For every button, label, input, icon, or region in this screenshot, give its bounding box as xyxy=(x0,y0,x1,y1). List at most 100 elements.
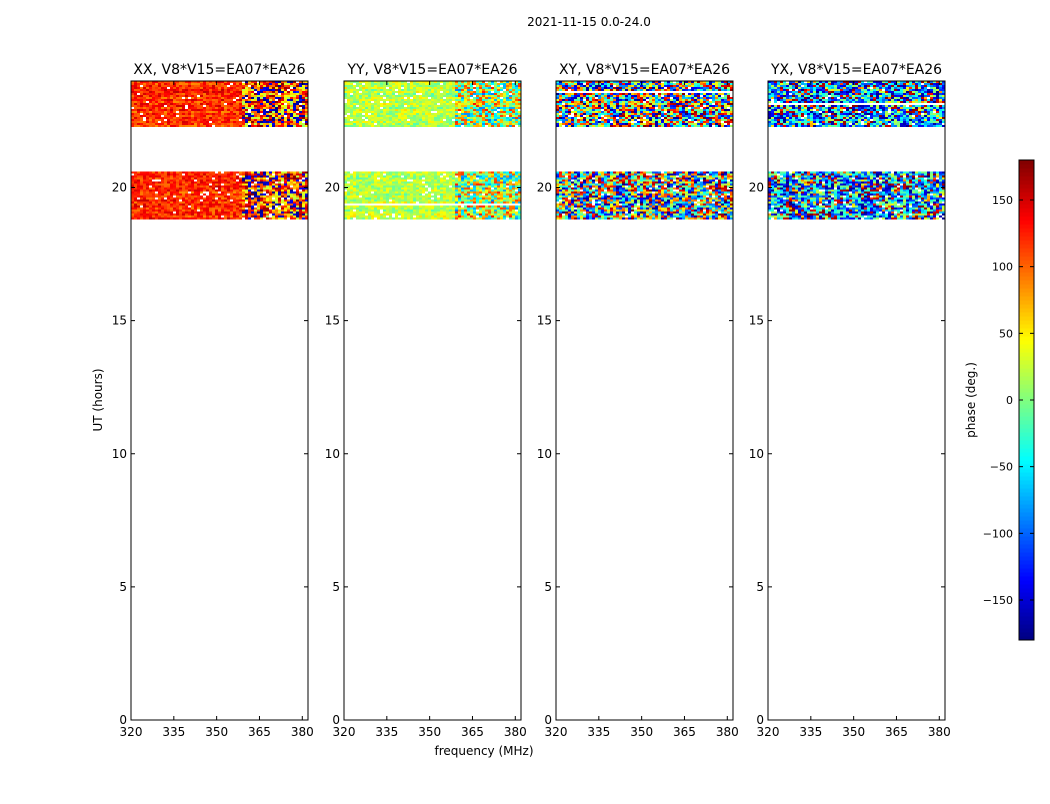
heatmap-cell xyxy=(143,91,146,93)
heatmap-cell xyxy=(362,107,365,109)
heatmap-cell xyxy=(134,125,137,127)
heatmap-cell xyxy=(242,87,245,89)
heatmap-cell xyxy=(242,178,245,180)
heatmap-cell xyxy=(512,218,515,220)
heatmap-cell xyxy=(404,200,407,202)
heatmap-cell xyxy=(218,109,221,111)
heatmap-cell xyxy=(197,87,200,89)
heatmap-cell xyxy=(290,202,293,204)
heatmap-cell xyxy=(182,204,185,206)
heatmap-cell xyxy=(227,123,230,125)
heatmap-cell xyxy=(431,186,434,188)
heatmap-cell xyxy=(188,212,191,214)
heatmap-cell xyxy=(452,180,455,182)
heatmap-cell xyxy=(401,89,404,91)
heatmap-cell xyxy=(293,123,296,125)
heatmap-cell xyxy=(392,174,395,176)
heatmap-cell xyxy=(146,95,149,97)
heatmap-cell xyxy=(398,182,401,184)
heatmap-cell xyxy=(137,121,140,123)
heatmap-cell xyxy=(419,198,422,200)
heatmap-cell xyxy=(242,172,245,174)
heatmap-cell xyxy=(179,218,182,220)
heatmap-cell xyxy=(200,182,203,184)
heatmap-cell xyxy=(206,200,209,202)
heatmap-cell xyxy=(392,93,395,95)
heatmap-cell xyxy=(206,117,209,119)
heatmap-cell xyxy=(347,192,350,194)
heatmap-cell xyxy=(209,194,212,196)
heatmap-cell xyxy=(290,182,293,184)
heatmap-cell xyxy=(494,190,497,192)
heatmap-cell xyxy=(476,198,479,200)
heatmap-cell xyxy=(428,210,431,212)
heatmap-cell xyxy=(215,125,218,127)
heatmap-cell xyxy=(482,103,485,105)
heatmap-cell xyxy=(200,93,203,95)
heatmap-cell xyxy=(290,190,293,192)
heatmap-cell xyxy=(185,97,188,99)
heatmap-cell xyxy=(422,172,425,174)
heatmap-cell xyxy=(431,202,434,204)
heatmap-cell xyxy=(473,198,476,200)
heatmap-cell xyxy=(485,214,488,216)
heatmap-cell xyxy=(230,101,233,103)
heatmap-cell xyxy=(452,196,455,198)
heatmap-cell xyxy=(434,184,437,186)
heatmap-cell xyxy=(368,210,371,212)
heatmap-cell xyxy=(293,176,296,178)
heatmap-cell xyxy=(446,105,449,107)
heatmap-cell xyxy=(182,119,185,121)
heatmap-cell xyxy=(479,186,482,188)
heatmap-cell xyxy=(374,182,377,184)
heatmap-cell xyxy=(482,99,485,101)
heatmap-cell xyxy=(392,172,395,174)
heatmap-cell xyxy=(359,208,362,210)
heatmap-cell xyxy=(164,216,167,218)
heatmap-cell xyxy=(491,210,494,212)
heatmap-cell xyxy=(164,83,167,85)
heatmap-cell xyxy=(158,186,161,188)
heatmap-cell xyxy=(458,95,461,97)
heatmap-cell xyxy=(137,101,140,103)
heatmap-cell xyxy=(218,83,221,85)
heatmap-cell xyxy=(506,184,509,186)
heatmap-cell xyxy=(161,89,164,91)
heatmap-cell xyxy=(413,83,416,85)
heatmap-cell xyxy=(242,101,245,103)
heatmap-cell xyxy=(347,180,350,182)
heatmap-cell xyxy=(266,85,269,87)
heatmap-cell xyxy=(455,89,458,91)
heatmap-cell xyxy=(293,99,296,101)
heatmap-cell xyxy=(380,99,383,101)
heatmap-cell xyxy=(281,214,284,216)
heatmap-cell xyxy=(371,188,374,190)
heatmap-cell xyxy=(422,113,425,115)
heatmap-cell xyxy=(437,210,440,212)
heatmap-cell xyxy=(374,212,377,214)
heatmap-cell xyxy=(284,174,287,176)
heatmap-cell xyxy=(167,121,170,123)
heatmap-cell xyxy=(209,111,212,113)
heatmap-cell xyxy=(155,210,158,212)
heatmap-cell xyxy=(494,212,497,214)
heatmap-cell xyxy=(509,210,512,212)
heatmap-cell xyxy=(404,83,407,85)
heatmap-cell xyxy=(245,190,248,192)
heatmap-cell xyxy=(461,178,464,180)
heatmap-cell xyxy=(215,182,218,184)
heatmap-cell xyxy=(353,174,356,176)
heatmap-cell xyxy=(302,123,305,125)
heatmap-cell xyxy=(494,113,497,115)
heatmap-cell xyxy=(155,214,158,216)
heatmap-cell xyxy=(389,188,392,190)
heatmap-cell xyxy=(194,182,197,184)
heatmap-cell xyxy=(503,172,506,174)
heatmap-cell xyxy=(143,121,146,123)
heatmap-cell xyxy=(278,178,281,180)
heatmap-cell xyxy=(218,115,221,117)
heatmap-cell xyxy=(224,87,227,89)
heatmap-cell xyxy=(395,186,398,188)
heatmap-cell xyxy=(248,113,251,115)
heatmap-cell xyxy=(437,192,440,194)
